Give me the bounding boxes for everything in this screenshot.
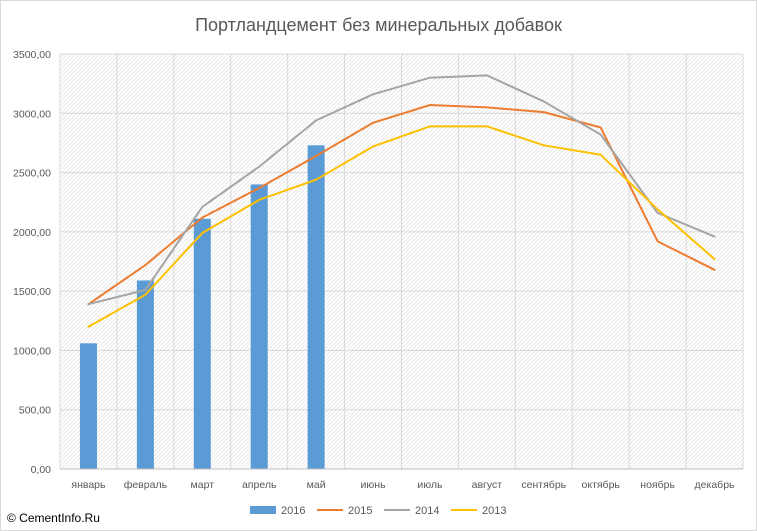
x-tick-label: март (191, 479, 215, 491)
legend: 2016 2015 2014 2013 (250, 505, 506, 517)
x-tick-label: июль (417, 479, 443, 491)
x-tick-label: май (307, 479, 326, 491)
line-2014 (87, 74, 716, 306)
y-tick-label: 500,00 (19, 405, 51, 417)
y-tick-label: 3500,00 (13, 49, 51, 61)
legend-label: 2015 (348, 505, 372, 517)
y-axis: 0,00 500,00 1000,00 1500,00 2000,00 2500,00 30… (13, 49, 51, 476)
legend-label: 2014 (415, 505, 439, 517)
bar-layer (79, 145, 325, 470)
bar-2016 (307, 145, 325, 470)
legend-swatch-2016 (250, 506, 276, 514)
watermark: © CementInfo.Ru (7, 511, 100, 525)
bar-2016 (79, 343, 97, 469)
x-tick-label: июнь (361, 479, 387, 491)
y-tick-label: 0,00 (31, 464, 52, 476)
x-tick-label: октябрь (582, 479, 621, 491)
chart-title: Портландцемент без минеральных добавок (195, 15, 562, 35)
x-tick-label: январь (71, 479, 106, 491)
legend-label: 2016 (281, 505, 305, 517)
x-tick-label: август (472, 479, 503, 491)
line-2013 (87, 125, 716, 328)
legend-label: 2013 (482, 505, 506, 517)
y-tick-label: 1000,00 (13, 345, 51, 357)
x-tick-label: ноябрь (640, 479, 675, 491)
x-tick-label: сентябрь (521, 479, 566, 491)
y-tick-label: 2000,00 (13, 227, 51, 239)
y-tick-label: 1500,00 (13, 286, 51, 298)
x-tick-label: декабрь (695, 479, 735, 491)
bar-2016 (250, 184, 268, 469)
bar-2016 (193, 218, 211, 469)
y-tick-label: 3000,00 (13, 108, 51, 120)
line-layer (87, 74, 716, 328)
y-tick-label: 2500,00 (13, 168, 51, 180)
bar-2016 (136, 280, 154, 469)
x-axis: январь февраль март апрель май июнь июль август… (60, 468, 743, 491)
x-tick-label: февраль (124, 479, 168, 491)
x-tick-label: апрель (242, 479, 277, 491)
